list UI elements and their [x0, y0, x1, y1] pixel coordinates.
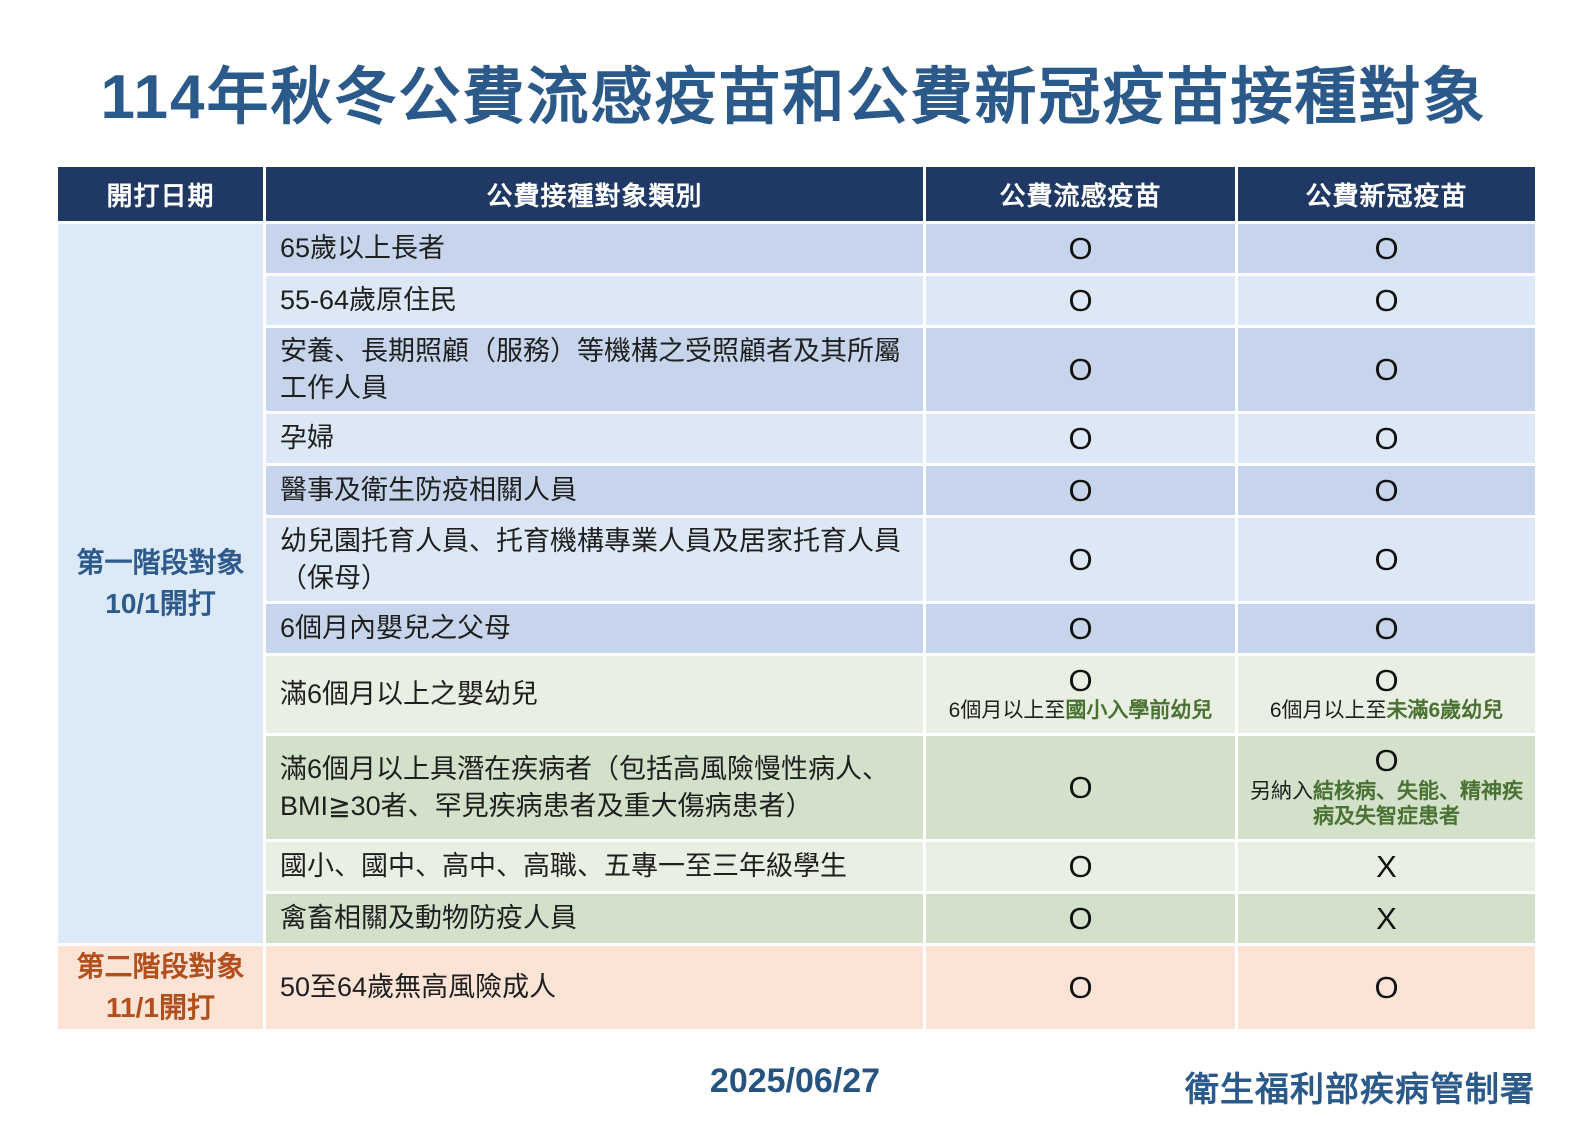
covid-mark: O: [1235, 942, 1538, 1033]
table-row: 孕婦 O O: [57, 411, 1538, 466]
category-cell: 50至64歲無高風險成人: [263, 942, 926, 1033]
table-row: 滿6個月以上之嬰幼兒 O 6個月以上至國小入學前幼兒 O 6個月以上至未滿6歲幼…: [57, 653, 1538, 736]
col-header-covid-vaccine: 公費新冠疫苗: [1235, 164, 1538, 224]
stage1-cell: 第一階段對象 10/1開打: [55, 221, 266, 946]
covid-mark: O: [1235, 601, 1538, 656]
col-header-category: 公費接種對象類別: [263, 164, 926, 224]
covid-mark: O: [1374, 662, 1399, 698]
table-row: 國小、國中、高中、高職、五專一至三年級學生 O X: [57, 839, 1538, 894]
covid-mark: X: [1235, 839, 1538, 894]
footer: 2025/06/27 衛生福利部疾病管制署: [55, 1062, 1535, 1112]
category-cell: 65歲以上長者: [263, 221, 926, 276]
category-cell: 55-64歲原住民: [263, 273, 926, 328]
flu-mark: O: [923, 273, 1238, 328]
stage2-label: 第二階段對象: [76, 951, 245, 982]
flu-mark: O: [923, 515, 1238, 604]
category-cell: 滿6個月以上之嬰幼兒: [263, 653, 926, 736]
category-cell: 禽畜相關及動物防疫人員: [263, 891, 926, 946]
col-header-start-date: 開打日期: [55, 164, 266, 224]
flu-mark: O: [923, 942, 1238, 1033]
table-row: 第二階段對象 11/1開打 50至64歲無高風險成人 O O: [55, 942, 1538, 1033]
table-row: 禽畜相關及動物防疫人員 O X: [57, 891, 1538, 946]
covid-mark: O: [1235, 325, 1538, 414]
table-row: 第一階段對象 10/1開打 65歲以上長者 O O: [55, 221, 1538, 946]
stage2-cell: 第二階段對象 11/1開打: [55, 942, 266, 1033]
flu-mark: O: [923, 411, 1238, 466]
covid-mark: X: [1235, 891, 1538, 946]
covid-note: 另納入結核病、失能、精神疾病及失智症患者: [1250, 780, 1523, 828]
covid-mark: O: [1235, 411, 1538, 466]
category-cell: 醫事及衛生防疫相關人員: [263, 463, 926, 518]
flu-mark: O: [923, 839, 1238, 894]
flu-mark: O: [923, 601, 1238, 656]
flu-mark-cell: O 6個月以上至國小入學前幼兒: [923, 653, 1238, 736]
covid-mark: O: [1235, 463, 1538, 518]
flu-mark: O: [923, 463, 1238, 518]
flu-mark: O: [923, 733, 1238, 842]
table-row: 安養、長期照顧（服務）等機構之受照顧者及其所屬工作人員 O O: [57, 325, 1538, 414]
covid-mark: O: [1374, 743, 1399, 779]
page-title: 114年秋冬公費流感疫苗和公費新冠疫苗接種對象: [100, 63, 1487, 132]
flu-mark: O: [923, 891, 1238, 946]
category-cell: 滿6個月以上具潛在疾病者（包括高風險慢性病人、BMI≧30者、罕見疾病患者及重大…: [263, 733, 926, 842]
stage1-date: 10/1開打: [105, 587, 216, 619]
category-cell: 幼兒園托育人員、托育機構專業人員及居家托育人員（保母）: [263, 515, 926, 604]
table-row: 幼兒園托育人員、托育機構專業人員及居家托育人員（保母） O O: [57, 515, 1538, 604]
agency-name: 衛生福利部疾病管制署: [1185, 1071, 1535, 1110]
covid-mark: O: [1235, 221, 1538, 276]
publish-date: 2025/06/27: [709, 1062, 881, 1101]
category-cell: 安養、長期照顧（服務）等機構之受照顧者及其所屬工作人員: [263, 325, 926, 414]
header-row: 開打日期 公費接種對象類別 公費流感疫苗 公費新冠疫苗: [55, 164, 1538, 224]
table-row: 55-64歲原住民 O O: [57, 273, 1538, 328]
flu-mark: O: [1068, 662, 1093, 698]
table-row: 6個月內嬰兒之父母 O O: [57, 601, 1538, 656]
covid-note: 6個月以上至未滿6歲幼兒: [1269, 699, 1504, 723]
flu-note: 6個月以上至國小入學前幼兒: [948, 699, 1213, 723]
covid-mark: O: [1235, 273, 1538, 328]
category-cell: 孕婦: [263, 411, 926, 466]
flu-mark: O: [923, 221, 1238, 276]
stage2-date: 11/1開打: [106, 991, 215, 1023]
covid-mark: O: [1235, 515, 1538, 604]
category-cell: 6個月內嬰兒之父母: [263, 601, 926, 656]
covid-mark-cell: O 6個月以上至未滿6歲幼兒: [1235, 653, 1538, 736]
flu-mark: O: [923, 325, 1238, 414]
covid-mark-cell: O 另納入結核病、失能、精神疾病及失智症患者: [1235, 733, 1538, 842]
stage1-label: 第一階段對象: [76, 546, 245, 578]
table-row: 醫事及衛生防疫相關人員 O O: [57, 463, 1538, 518]
category-cell: 國小、國中、高中、高職、五專一至三年級學生: [263, 839, 926, 894]
table-row: 滿6個月以上具潛在疾病者（包括高風險慢性病人、BMI≧30者、罕見疾病患者及重大…: [57, 733, 1538, 842]
vaccine-eligibility-table: 開打日期 公費接種對象類別 公費流感疫苗 公費新冠疫苗 第一階段對象 10/1開…: [55, 164, 1538, 1033]
col-header-flu-vaccine: 公費流感疫苗: [923, 164, 1238, 224]
